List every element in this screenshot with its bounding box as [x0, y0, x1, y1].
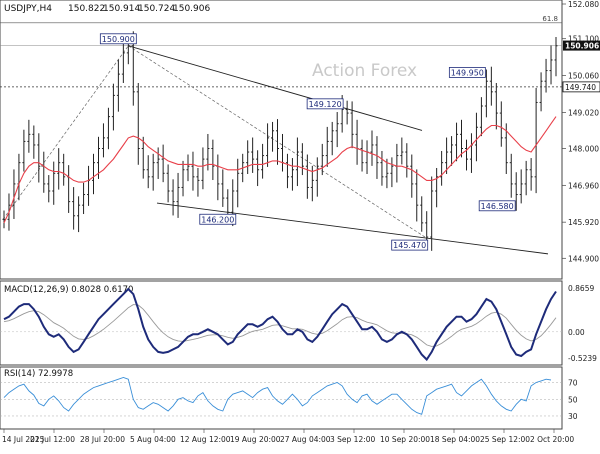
macd-ytick-label: 0.8659: [568, 284, 594, 293]
price-ytick-label: 146.960: [568, 181, 599, 190]
xtick-label: 3 Sep 12:00: [330, 435, 376, 444]
price-panel: [0, 0, 563, 280]
header-open: 150.822: [68, 4, 105, 14]
macd-label: MACD(12,26,9) 0.8028 0.6170: [4, 285, 133, 295]
xtick-label: 25 Sep 12:00: [480, 435, 530, 444]
rsi-ytick-label: 30: [568, 412, 578, 421]
price-ytick-label: 150.060: [568, 72, 599, 81]
swing-label-box: [478, 200, 516, 212]
swing-label-box: [199, 213, 237, 225]
price-ytick-label: 151.100: [568, 35, 599, 44]
header-close: 150.906: [173, 4, 210, 14]
header-symbol: USDJPY,H4: [4, 4, 52, 14]
swing-label: 145.470: [393, 241, 426, 250]
rsi-panel: [0, 366, 563, 430]
xtick-label: 27 Aug 04:00: [280, 435, 331, 444]
upper-channel-line: [128, 45, 423, 131]
current-price-tag: [563, 40, 600, 51]
swing-label: 146.200: [201, 215, 234, 224]
xtick-label: 28 Jul 20:00: [80, 435, 125, 444]
moving-average-line: [3, 116, 557, 224]
swing-label: 146.580: [481, 202, 514, 211]
xtick-label: 12 Aug 12:00: [180, 435, 231, 444]
macd-ytick-label: 0.00: [568, 328, 585, 337]
lower-channel-line: [156, 202, 549, 255]
macd-ytick-label: -0.5239: [568, 354, 597, 363]
dashed-rally-line: [2, 45, 129, 220]
swing-label-box: [306, 98, 344, 110]
price-ytick-label: 149.020: [568, 108, 599, 117]
xtick-label: 2 Oct 20:00: [530, 435, 574, 444]
header-high: 150.914: [103, 4, 140, 14]
rsi-ytick-label: 70: [568, 379, 578, 388]
level-149-740-tag-label: 149.740: [565, 83, 596, 92]
price-ytick-label: 145.920: [568, 218, 599, 227]
swing-label: 149.950: [451, 68, 484, 77]
watermark: Action Forex: [312, 61, 417, 81]
swing-label-box: [391, 239, 429, 251]
price-ytick-label: 144.900: [568, 254, 599, 263]
price-ytick-label: 152.080: [568, 0, 599, 9]
level-149-740-tag: [562, 81, 600, 93]
xtick-label: 14 Jul 2025: [2, 435, 45, 444]
rsi-line: [3, 377, 552, 415]
macd-line: [3, 287, 557, 362]
swing-label-box: [99, 33, 137, 45]
price-ytick-label: 148.000: [568, 145, 599, 154]
swing-label: 149.120: [309, 100, 342, 109]
xtick-label: 18 Sep 04:00: [430, 435, 480, 444]
swing-label-box: [448, 67, 486, 78]
rsi-label: RSI(14) 72.9978: [4, 369, 73, 379]
header-low: 150.724: [138, 4, 175, 14]
swing-label: 150.900: [102, 35, 135, 44]
macd-panel: [0, 280, 563, 366]
xtick-label: 10 Sep 20:00: [380, 435, 430, 444]
current-price-tag-label: 150.906: [565, 42, 599, 51]
xtick-label: 5 Aug 04:00: [130, 435, 176, 444]
xtick-label: 19 Aug 20:00: [230, 435, 281, 444]
rsi-ytick-label: 50: [568, 395, 578, 404]
fib-61-8-label: 61.8: [542, 15, 558, 23]
xtick-label: 21 Jul 12:00: [30, 435, 75, 444]
